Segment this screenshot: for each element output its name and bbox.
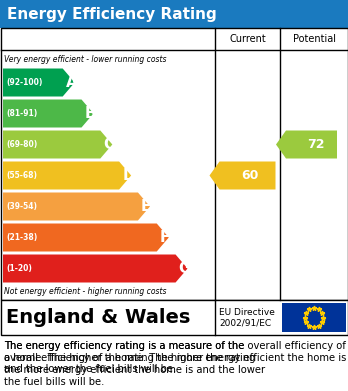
Bar — [0, 0, 348, 28]
Polygon shape — [3, 99, 94, 127]
Polygon shape — [3, 255, 188, 283]
Text: E: E — [141, 199, 151, 214]
Text: 72: 72 — [307, 138, 325, 151]
Text: D: D — [122, 168, 135, 183]
Text: England & Wales: England & Wales — [6, 308, 190, 327]
Text: (1-20): (1-20) — [6, 264, 32, 273]
Text: overall efficiency of a home. The higher the rating: overall efficiency of a home. The higher… — [4, 353, 255, 363]
Polygon shape — [3, 131, 112, 158]
Text: the fuel bills will be.: the fuel bills will be. — [4, 377, 104, 387]
Text: (21-38): (21-38) — [6, 233, 37, 242]
Text: (92-100): (92-100) — [6, 78, 42, 87]
Text: Very energy efficient - lower running costs: Very energy efficient - lower running co… — [4, 56, 166, 65]
Text: A: A — [66, 75, 78, 90]
Polygon shape — [276, 131, 337, 158]
Text: (81-91): (81-91) — [6, 109, 37, 118]
Polygon shape — [3, 68, 75, 97]
Text: Potential: Potential — [293, 34, 335, 44]
Text: G: G — [179, 261, 191, 276]
Text: F: F — [160, 230, 170, 245]
Text: Current: Current — [229, 34, 266, 44]
Text: EU Directive
2002/91/EC: EU Directive 2002/91/EC — [219, 308, 275, 327]
Text: (39-54): (39-54) — [6, 202, 37, 211]
Polygon shape — [209, 161, 276, 190]
Text: Energy Efficiency Rating: Energy Efficiency Rating — [7, 7, 217, 22]
Text: (69-80): (69-80) — [6, 140, 37, 149]
Polygon shape — [3, 192, 150, 221]
Bar — [0, 28, 348, 300]
Text: C: C — [103, 137, 114, 152]
Text: The energy efficiency rating is a measure of the: The energy efficiency rating is a measur… — [4, 341, 244, 351]
Bar — [0, 300, 348, 335]
Text: B: B — [85, 106, 96, 121]
Text: Not energy efficient - higher running costs: Not energy efficient - higher running co… — [4, 287, 166, 296]
Bar — [282, 303, 346, 332]
Polygon shape — [3, 161, 131, 190]
Text: 60: 60 — [241, 169, 258, 182]
Text: the more energy efficient the home is and the lower: the more energy efficient the home is an… — [4, 365, 265, 375]
Text: (55-68): (55-68) — [6, 171, 37, 180]
Polygon shape — [3, 224, 169, 251]
Text: The energy efficiency rating is a measure of the overall efficiency of a home. T: The energy efficiency rating is a measur… — [4, 341, 346, 374]
